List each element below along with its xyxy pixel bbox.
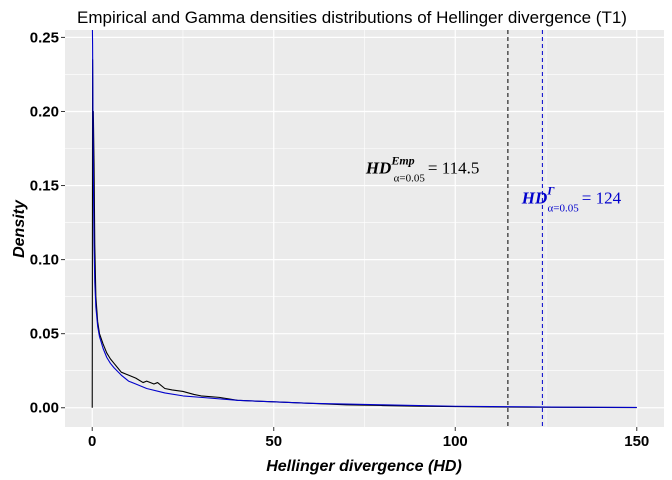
annotation-superscript: Emp — [390, 154, 414, 168]
y-tick-label: 0.00 — [30, 400, 59, 417]
y-tick-label: 0.20 — [30, 103, 59, 120]
emp-threshold-label: HDEmp α=0.05= 114.5 — [365, 154, 480, 185]
annotation-subscript: α=0.05 — [394, 173, 426, 185]
gamma-threshold-label: HDΓ α=0.05= 124 — [521, 183, 622, 214]
x-axis-label: Hellinger divergence (HD) — [266, 458, 462, 475]
y-tick-label: 0.15 — [30, 178, 59, 195]
x-tick-label: 50 — [265, 433, 282, 450]
gamma-density-line — [91, 29, 637, 408]
x-tick-label: 150 — [624, 433, 649, 450]
x-tick-label: 0 — [88, 433, 96, 450]
annotation-main: HD — [521, 188, 548, 207]
annotation-main: HD — [365, 159, 392, 178]
threshold-lines — [507, 30, 543, 427]
y-tick-label: 0.10 — [30, 252, 59, 269]
annotation-value: = 124 — [582, 188, 622, 207]
annotation-superscript: Γ — [546, 183, 555, 197]
y-tick-label: 0.25 — [30, 29, 59, 46]
annotation-value: = 114.5 — [428, 159, 479, 178]
y-axis-ticks: 0.00 0.05 0.10 0.15 0.20 0.25 — [30, 29, 65, 417]
empirical-density-line — [91, 59, 637, 409]
x-tick-label: 100 — [443, 433, 468, 450]
density-curves — [91, 29, 637, 409]
y-axis-label: Density — [11, 199, 28, 258]
y-tick-label: 0.05 — [30, 326, 59, 343]
chart-title: Empirical and Gamma densities distributi… — [77, 8, 627, 27]
annotation-subscript: α=0.05 — [548, 202, 580, 214]
x-axis-ticks: 0 50 100 150 — [88, 427, 649, 450]
